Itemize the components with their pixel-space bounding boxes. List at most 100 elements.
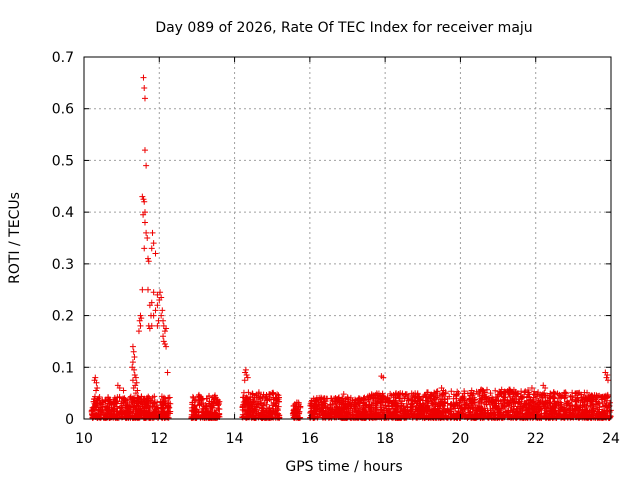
data-point xyxy=(459,393,466,400)
data-point xyxy=(436,405,443,412)
data-point xyxy=(470,390,477,397)
data-point xyxy=(462,413,469,420)
data-point xyxy=(548,393,555,400)
data-point xyxy=(603,402,610,409)
data-point xyxy=(385,403,392,410)
data-point xyxy=(563,411,570,418)
data-point xyxy=(329,397,336,404)
data-point xyxy=(131,366,138,373)
data-point xyxy=(150,312,157,319)
data-point xyxy=(506,387,513,394)
data-point xyxy=(145,404,152,411)
data-point xyxy=(519,408,526,415)
data-point xyxy=(143,229,150,236)
axis-ticks: 10 12 14 16 18 20 22 24 0 0.1 0.2 0.3 0.4 0.5 0.6 0.7 xyxy=(52,50,620,447)
data-point xyxy=(208,401,215,408)
data-point xyxy=(354,412,361,419)
data-point xyxy=(372,412,379,419)
y-axis-label: ROTI / TECUs xyxy=(7,192,23,284)
data-point xyxy=(161,341,168,348)
x-tick-label: 12 xyxy=(150,431,168,447)
data-point xyxy=(163,325,170,332)
data-point xyxy=(146,412,153,419)
data-point xyxy=(518,393,525,400)
data-point xyxy=(497,407,504,414)
data-point xyxy=(149,229,156,236)
data-point xyxy=(341,406,348,413)
data-point xyxy=(163,343,170,350)
data-point xyxy=(561,414,568,421)
data-point xyxy=(596,411,603,418)
x-tick-label: 24 xyxy=(602,431,620,447)
y-tick-label: 0.7 xyxy=(52,50,74,66)
data-point xyxy=(450,391,457,398)
data-point xyxy=(574,413,581,420)
data-point xyxy=(528,384,535,391)
data-point xyxy=(339,414,346,421)
data-point xyxy=(498,406,505,413)
data-point xyxy=(466,396,473,403)
data-point xyxy=(354,405,361,412)
data-point xyxy=(204,409,211,416)
data-point xyxy=(461,388,468,395)
data-point xyxy=(256,404,263,411)
data-point xyxy=(440,387,447,394)
data-point xyxy=(132,390,139,397)
data-point xyxy=(460,394,467,401)
data-point xyxy=(129,359,136,366)
data-point xyxy=(97,407,104,414)
data-point xyxy=(144,235,151,241)
data-point xyxy=(448,388,455,395)
data-point xyxy=(577,404,584,411)
data-point xyxy=(400,412,407,419)
data-point xyxy=(326,407,333,414)
data-point xyxy=(494,394,501,401)
data-point xyxy=(522,400,529,407)
data-point xyxy=(564,405,571,412)
data-point xyxy=(527,399,534,406)
data-point xyxy=(150,289,157,296)
data-point xyxy=(141,198,148,205)
data-point xyxy=(154,322,161,329)
data-point xyxy=(355,408,362,415)
data-point xyxy=(387,390,394,397)
data-point xyxy=(263,396,270,403)
data-point xyxy=(333,398,340,405)
data-point xyxy=(241,408,248,415)
data-point xyxy=(412,411,419,418)
data-point xyxy=(504,413,511,420)
data-point xyxy=(158,312,165,319)
data-point xyxy=(391,412,398,419)
data-point xyxy=(242,366,249,373)
data-point xyxy=(335,407,342,414)
data-point xyxy=(433,388,440,395)
data-point xyxy=(150,240,157,247)
data-point xyxy=(140,211,147,218)
data-point xyxy=(239,403,246,410)
data-point xyxy=(321,398,328,405)
data-point xyxy=(429,400,436,407)
data-point xyxy=(131,398,138,405)
data-point xyxy=(468,397,475,404)
data-point xyxy=(521,389,528,396)
data-point xyxy=(550,389,557,396)
data-point xyxy=(310,414,317,421)
data-point xyxy=(487,390,494,397)
x-tick-label: 14 xyxy=(226,431,244,447)
data-point xyxy=(126,413,133,420)
data-point xyxy=(91,395,98,402)
data-point xyxy=(130,384,137,391)
data-point xyxy=(538,394,545,401)
data-point xyxy=(380,374,387,381)
data-point xyxy=(356,397,363,404)
grid xyxy=(84,57,611,419)
data-point xyxy=(137,322,144,329)
data-point xyxy=(394,414,401,421)
data-point xyxy=(535,405,542,412)
data-point xyxy=(439,398,446,405)
data-point xyxy=(599,393,606,400)
data-point xyxy=(364,411,371,418)
data-point xyxy=(276,414,283,421)
data-point xyxy=(291,409,298,416)
